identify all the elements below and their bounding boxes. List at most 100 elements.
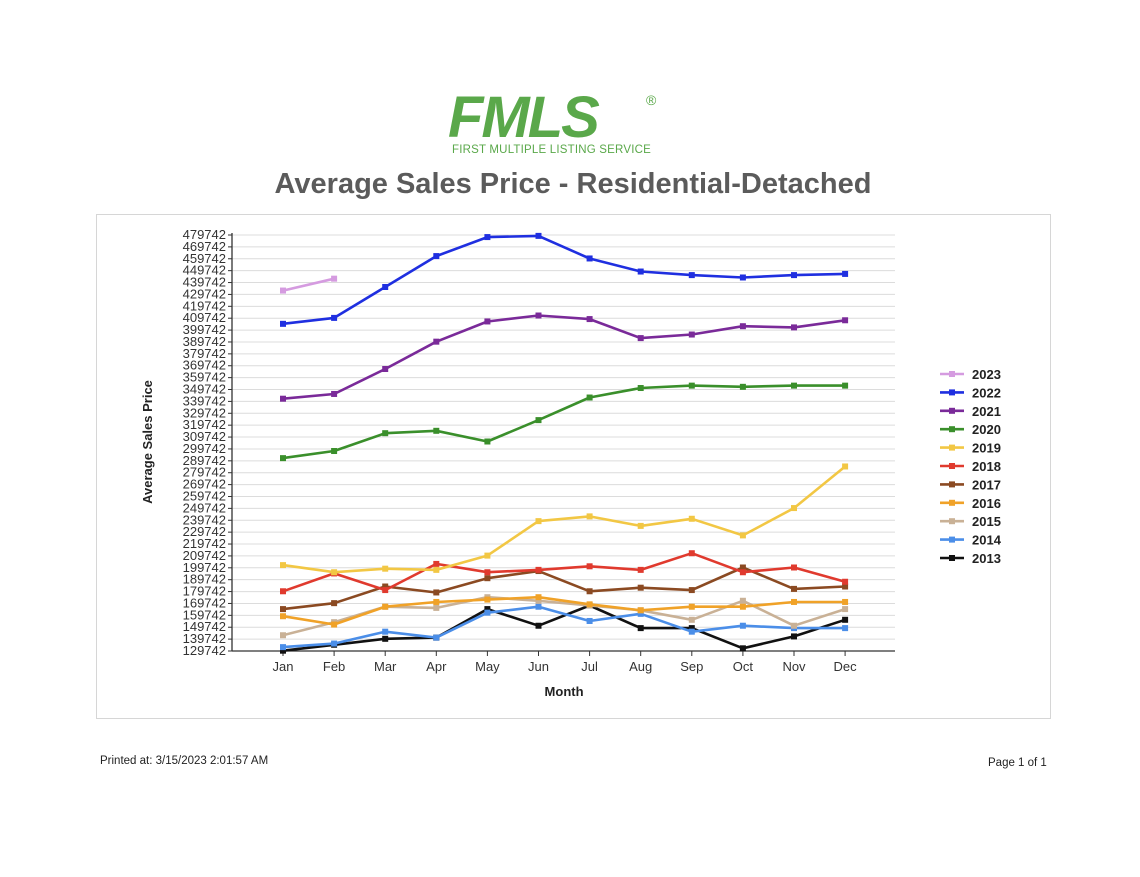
y-tick-label: 329742 [183, 405, 226, 420]
data-point-2020 [280, 455, 286, 462]
y-tick-label: 189742 [183, 572, 226, 587]
y-tick-label: 149742 [183, 619, 226, 634]
y-tick-label: 469742 [183, 239, 226, 254]
y-tick-label: 299742 [183, 441, 226, 456]
logo-wordmark: FMLS [448, 85, 600, 150]
data-point-2019 [586, 513, 593, 520]
data-point-2016 [586, 601, 593, 608]
data-point-2022 [382, 283, 389, 290]
data-point-2019 [433, 566, 440, 573]
y-tick-label: 399742 [183, 322, 226, 337]
y-tick-label: 319742 [183, 417, 226, 432]
y-tick-label: 349742 [183, 382, 226, 397]
data-point-2013 [484, 606, 491, 613]
y-tick-label: 239742 [183, 512, 226, 527]
series-line-2018 [282, 551, 846, 593]
legend-label-2017: 2017 [972, 477, 1001, 492]
data-point-2013 [842, 616, 849, 623]
data-point-2020 [586, 394, 593, 401]
data-point-2023 [331, 275, 338, 282]
data-point-2019 [791, 505, 797, 512]
data-point-2013 [280, 647, 286, 654]
data-point-2021 [331, 390, 338, 397]
y-tick-label: 259742 [183, 488, 226, 503]
y-tick-label: 479742 [183, 227, 226, 242]
data-point-2022 [842, 270, 849, 277]
data-point-2017 [433, 589, 440, 596]
data-point-2019 [739, 532, 746, 539]
data-point-2022 [637, 268, 644, 275]
data-point-2014 [280, 644, 286, 651]
data-point-2013 [382, 635, 389, 642]
data-point-2017 [280, 606, 286, 613]
data-point-2013 [791, 633, 797, 640]
series-line-2021 [282, 314, 846, 400]
data-point-2018 [739, 569, 746, 576]
series-line-2013 [282, 604, 846, 652]
logo-subtitle: FIRST MULTIPLE LISTING SERVICE [452, 144, 651, 156]
data-point-2016 [382, 603, 389, 610]
y-tick-label: 449742 [183, 263, 226, 278]
data-point-2015 [791, 622, 797, 629]
y-tick-label: 169742 [183, 595, 226, 610]
y-tick-label: 209742 [183, 548, 226, 563]
data-point-2021 [688, 331, 695, 338]
legend-label-2022: 2022 [972, 385, 1001, 400]
y-tick-label: 279742 [183, 465, 226, 480]
data-point-2018 [637, 566, 644, 573]
data-point-2020 [791, 382, 797, 389]
data-point-2016 [433, 598, 440, 605]
legend-label-2021: 2021 [972, 404, 1001, 419]
data-point-2019 [535, 518, 542, 525]
data-point-2015 [739, 597, 746, 604]
legend-marker-2015 [949, 518, 955, 525]
data-point-2017 [688, 587, 695, 594]
legend-label-2015: 2015 [972, 514, 1001, 529]
data-point-2018 [688, 550, 695, 557]
data-point-2015 [433, 604, 440, 611]
data-point-2020 [688, 382, 695, 389]
data-point-2019 [842, 463, 849, 470]
data-point-2022 [433, 253, 440, 260]
y-axis-title: Average Sales Price [140, 380, 155, 504]
legend-label-2023: 2023 [972, 367, 1001, 382]
y-tick-label: 229742 [183, 524, 226, 539]
data-point-2023 [280, 287, 286, 294]
x-tick-label: Sep [680, 659, 703, 674]
legend-marker-2014 [949, 536, 955, 543]
data-point-2017 [739, 564, 746, 571]
data-point-2022 [331, 314, 338, 321]
data-point-2017 [331, 600, 338, 607]
y-tick-label: 289742 [183, 453, 226, 468]
data-point-2017 [842, 583, 849, 590]
y-tick-label: 129742 [183, 643, 226, 658]
legend-marker-2017 [949, 481, 955, 488]
legend-label-2020: 2020 [972, 422, 1001, 437]
data-point-2016 [688, 603, 695, 610]
y-tick-label: 359742 [183, 370, 226, 385]
data-point-2017 [382, 583, 389, 590]
data-point-2016 [331, 621, 338, 628]
x-tick-label: Dec [834, 659, 858, 674]
data-point-2021 [433, 338, 440, 345]
y-tick-label: 419742 [183, 298, 226, 313]
fmls-logo: FMLS ® FIRST MULTIPLE LISTING SERVICE [440, 88, 680, 168]
legend-label-2018: 2018 [972, 459, 1001, 474]
data-point-2020 [739, 383, 746, 390]
y-tick-label: 369742 [183, 358, 226, 373]
data-point-2017 [484, 575, 491, 582]
data-point-2016 [791, 598, 797, 605]
data-point-2015 [280, 632, 286, 639]
data-point-2018 [484, 569, 491, 576]
data-point-2016 [739, 603, 746, 610]
data-point-2017 [637, 584, 644, 591]
data-point-2014 [688, 628, 695, 635]
series-line-2016 [282, 595, 846, 626]
legend-marker-2018 [949, 463, 955, 469]
x-axis-title: Month [545, 684, 584, 699]
series-line-2020 [282, 384, 846, 460]
data-point-2014 [842, 625, 849, 632]
y-tick-label: 409742 [183, 310, 226, 325]
x-tick-label: Jul [581, 659, 598, 674]
data-point-2013 [637, 625, 644, 632]
